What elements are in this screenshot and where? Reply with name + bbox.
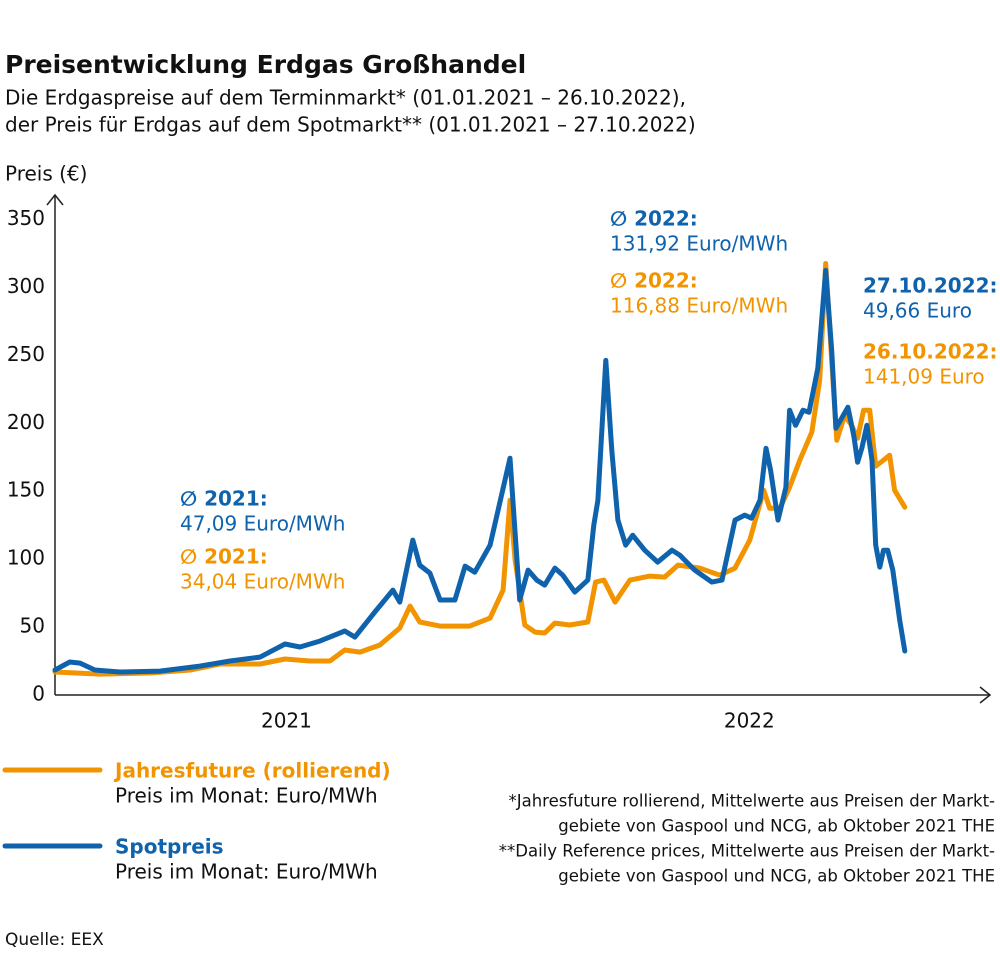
x-axis-arrow [979, 686, 992, 704]
x-tick-label: 2021 [261, 709, 312, 733]
annotation-text: 116,88 Euro/MWh [610, 294, 788, 318]
y-tick-label: 250 [7, 342, 45, 366]
series-line [52, 267, 908, 675]
annotation-text: 47,09 Euro/MWh [180, 512, 345, 536]
legend-label: Spotpreis [115, 835, 224, 859]
footnote: **Daily Reference prices, Mittelwerte au… [499, 842, 995, 861]
annotation-label: 26.10.2022: [863, 340, 998, 364]
annotation-text: 34,04 Euro/MWh [180, 570, 345, 594]
annotation-text: 131,92 Euro/MWh [610, 232, 788, 256]
x-tick-label: 2022 [724, 709, 775, 733]
source: Quelle: EEX [5, 930, 104, 950]
legend-sublabel: Preis im Monat: Euro/MWh [115, 784, 378, 808]
subtitle: der Preis für Erdgas auf dem Spotmarkt**… [5, 113, 696, 137]
annotation-label: 27.10.2022: [863, 274, 998, 298]
y-tick-label: 350 [7, 206, 45, 230]
y-tick-label: 50 [20, 614, 45, 638]
legend-label: Jahresfuture (rollierend) [113, 759, 391, 783]
y-tick-label: 0 [32, 682, 45, 706]
y-tick-label: 150 [7, 478, 45, 502]
y-tick-label: 300 [7, 274, 45, 298]
annotation-label: ∅ 2021: [180, 487, 268, 511]
y-tick-label: 200 [7, 410, 45, 434]
y-tick-label: 100 [7, 546, 45, 570]
chart-title: Preisentwicklung Erdgas Großhandel [5, 50, 526, 79]
footnote: gebiete von Gaspool und NCG, ab Oktober … [558, 817, 995, 836]
annotation-label: ∅ 2022: [610, 207, 698, 231]
footnote: *Jahresfuture rollierend, Mittelwerte au… [508, 792, 995, 811]
y-axis-arrow [46, 193, 64, 206]
footnote: gebiete von Gaspool und NCG, ab Oktober … [558, 867, 995, 886]
annotation-text: 141,09 Euro [863, 365, 985, 389]
legend-sublabel: Preis im Monat: Euro/MWh [115, 860, 378, 884]
annotation-label: ∅ 2021: [180, 545, 268, 569]
subtitle: Die Erdgaspreise auf dem Terminmarkt* (0… [5, 86, 686, 110]
y-axis-label: Preis (€) [5, 162, 87, 186]
annotation-text: 49,66 Euro [863, 299, 972, 323]
annotation-label: ∅ 2022: [610, 269, 698, 293]
series-line [52, 261, 908, 677]
